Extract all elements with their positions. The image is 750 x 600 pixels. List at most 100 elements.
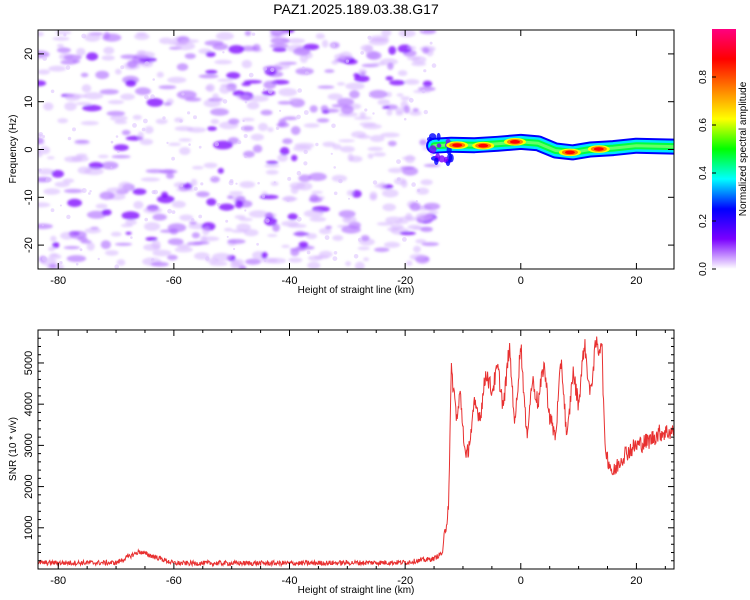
noise-blob: [371, 62, 386, 66]
noise-blob: [48, 246, 56, 252]
noise-speck: [212, 176, 215, 179]
noise-blob: [252, 44, 261, 52]
noise-speck: [364, 108, 368, 112]
noise-blob: [217, 78, 234, 82]
colorbar-tick-label: 0.2: [698, 214, 709, 228]
noise-blob: [63, 246, 81, 250]
noise-blob: [111, 155, 131, 159]
noise-blob: [252, 144, 263, 153]
noise-blob: [381, 30, 392, 37]
noise-blob: [422, 47, 430, 54]
noise-blob: [175, 188, 196, 192]
noise-blob: [175, 42, 196, 51]
snr-y-tick-label: 4000: [23, 392, 35, 416]
noise-blob: [271, 79, 290, 85]
noise-speck: [357, 237, 362, 242]
noise-blob: [403, 105, 411, 114]
noise-blob: [176, 63, 189, 71]
snr-ticks: -80 -60 -40 -20 0 20 1000 2000 3000 4000 5000: [23, 330, 674, 587]
noise-blob: [420, 226, 433, 232]
noise-speck: [286, 198, 290, 202]
snr-y-tick-label: 3000: [23, 433, 35, 457]
noise-blob: [281, 220, 299, 227]
noise-blob: [269, 30, 288, 33]
noise-speck: [279, 109, 282, 112]
noise-blob: [143, 207, 163, 214]
noise-speck: [167, 208, 173, 214]
noise-blob: [38, 31, 44, 37]
noise-blob: [152, 249, 172, 257]
noise-speck: [117, 150, 120, 153]
noise-speck: [205, 256, 210, 261]
noise-blob: [374, 247, 390, 253]
noise-blob: [189, 221, 197, 225]
noise-blob: [337, 98, 355, 106]
noise-blob: [160, 229, 177, 233]
noise-blob: [385, 76, 394, 81]
noise-speck: [171, 156, 176, 161]
noise-blob: [317, 85, 335, 89]
noise-blob: [279, 147, 290, 156]
noise-blob: [49, 264, 57, 269]
noise-blob: [360, 44, 374, 52]
noise-speck: [315, 142, 319, 147]
noise-speck: [39, 133, 42, 137]
noise-blob: [321, 39, 329, 48]
noise-blob: [205, 51, 216, 58]
noise-blob: [102, 33, 122, 42]
noise-blob: [305, 233, 318, 240]
noise-speck: [421, 89, 426, 94]
noise-speck: [233, 247, 236, 251]
noise-blob: [345, 82, 365, 90]
noise-speck: [130, 236, 133, 239]
noise-blob: [243, 229, 259, 237]
noise-blob: [135, 51, 155, 58]
noise-speck: [333, 191, 338, 196]
noise-speck: [296, 170, 302, 176]
spectrogram-x-tick-label: -20: [397, 275, 413, 287]
noise-blob: [367, 153, 374, 159]
noise-speck: [396, 177, 401, 182]
noise-blob: [183, 182, 193, 190]
noise-speck: [431, 63, 437, 68]
noise-blob: [303, 209, 324, 218]
peak-center: [478, 143, 489, 148]
noise-blob: [336, 82, 346, 86]
noise-blob: [383, 241, 401, 248]
noise-blob: [385, 104, 398, 110]
noise-blob: [210, 108, 229, 116]
noise-blob: [145, 236, 158, 241]
noise-blob: [320, 105, 329, 113]
noise-blob: [71, 155, 89, 162]
noise-blob: [298, 241, 309, 248]
noise-blob: [205, 69, 218, 74]
noise-speck: [256, 242, 259, 246]
spectrogram-x-tick-label: -60: [166, 275, 182, 287]
noise-blob-group: [38, 30, 441, 269]
noise-speck: [415, 200, 418, 203]
snr-x-tick-label: -60: [166, 575, 182, 587]
noise-blob: [176, 90, 197, 100]
noise-speck: [301, 66, 305, 70]
noise-blob: [125, 219, 137, 226]
noise-blob: [386, 109, 393, 116]
noise-blob: [99, 191, 115, 200]
snr-y-tick-label: 1000: [23, 516, 35, 540]
noise-speck: [42, 135, 46, 138]
noise-blob: [166, 173, 175, 179]
noise-blob: [325, 225, 332, 230]
noise-speck: [423, 109, 428, 115]
noise-blob: [278, 88, 298, 97]
noise-speck: [372, 112, 375, 115]
colorbar-tick-label: 0.8: [698, 70, 709, 84]
noise-blob: [324, 69, 335, 73]
noise-speck: [41, 224, 45, 227]
noise-blob: [399, 231, 416, 236]
noise-speck: [89, 190, 92, 193]
carrier-transition-blob: [443, 156, 449, 162]
noise-blob: [143, 243, 161, 251]
noise-blob: [382, 105, 390, 109]
noise-speck: [75, 262, 79, 266]
noise-blob: [43, 102, 54, 111]
noise-speck: [198, 145, 202, 149]
